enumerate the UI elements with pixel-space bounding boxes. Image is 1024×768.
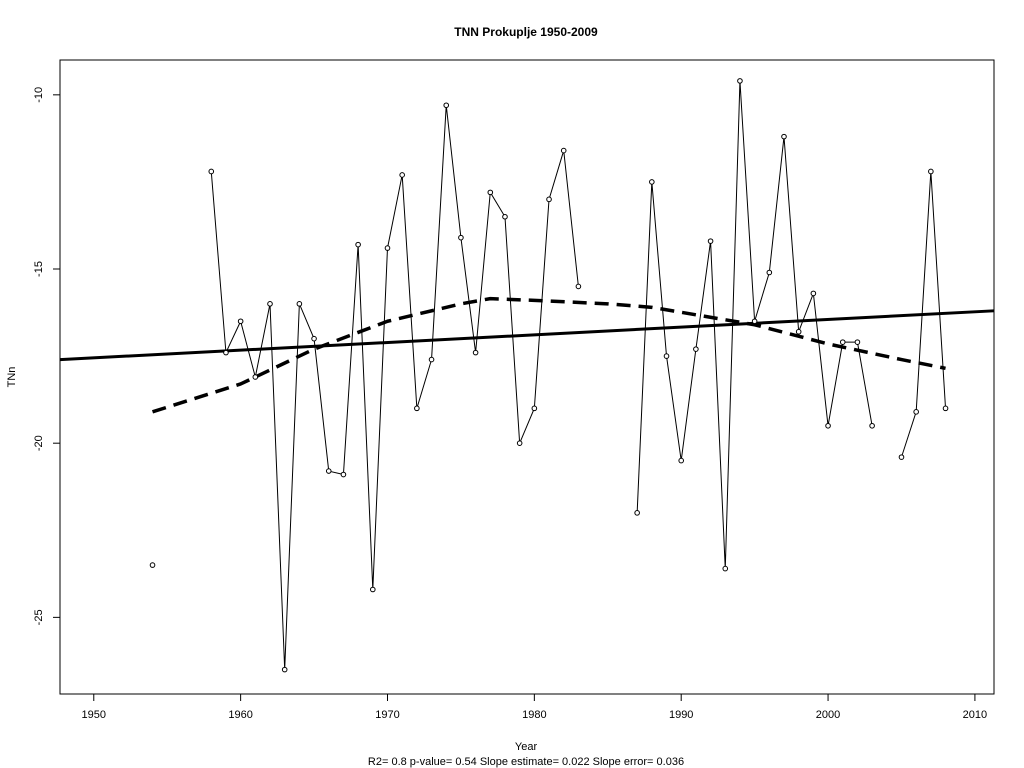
plot-frame [59,59,995,695]
data-point [281,666,288,673]
data-point [810,290,817,297]
smoothed-trend-curve [151,296,946,414]
x-tick-label: 1980 [522,709,546,721]
data-point [722,565,729,572]
x-tick-label: 1970 [375,709,399,721]
data-point [560,147,567,154]
data-point [751,318,758,325]
data-point [707,238,714,244]
x-tick-label: 2010 [963,709,987,721]
data-point [913,409,919,415]
data-point [678,457,684,464]
data-point [370,586,376,593]
y-tick-label: -15 [33,261,45,277]
y-tick-label: -20 [33,435,45,451]
chart-title: TNN Prokuplje 1950-2009 [454,25,598,39]
data-point [414,405,420,412]
data-point [237,318,244,325]
data-point [428,356,435,363]
data-point [795,328,802,335]
y-tick-label: -10 [33,87,45,103]
data-point [325,468,332,474]
data-point [384,245,391,251]
x-tick-label: 1960 [228,709,252,721]
y-axis: -25 -20 -15 -10 [33,87,61,625]
data-point [458,234,464,241]
data-point [825,422,831,429]
x-axis-title: Year [515,741,538,753]
plot-area [59,78,995,673]
data-point [516,440,523,446]
data-point [693,346,699,352]
data-point [149,562,156,568]
data-point [487,189,494,196]
data-point [296,301,303,307]
x-tick-label: 1950 [82,709,106,721]
chart-caption: R2= 0.8 p-value= 0.54 Slope estimate= 0.… [368,756,684,768]
x-tick-label: 1990 [669,709,693,721]
data-point [267,301,273,307]
data-point [781,133,787,140]
data-point [208,168,215,175]
data-point [869,422,875,429]
y-tick-label: -25 [33,609,45,625]
data-point [928,168,934,175]
data-point [766,269,773,276]
data-point [472,349,479,356]
data-point [854,339,861,345]
data-point [634,510,640,516]
data-point [942,405,949,412]
data-point [340,471,347,478]
x-axis: 1950 1960 1970 1980 1990 2000 2010 [82,693,987,721]
x-tick-label: 2000 [816,709,840,721]
data-point [546,196,552,203]
linear-trend-line [59,309,995,362]
data-point [663,353,670,359]
data-point [898,454,905,460]
series-line-segment [210,105,579,670]
data-point [355,241,361,248]
data-point [649,179,655,185]
y-axis-title: TNn [6,367,18,388]
series-line-segment [901,171,947,458]
data-point [575,283,582,290]
data-point [737,78,743,84]
data-point [399,172,405,178]
data-point [311,335,317,342]
data-point [223,349,229,356]
data-point [252,374,259,380]
data-point [839,339,846,345]
data-point [443,102,450,109]
data-point [502,213,508,220]
data-point [531,405,538,412]
